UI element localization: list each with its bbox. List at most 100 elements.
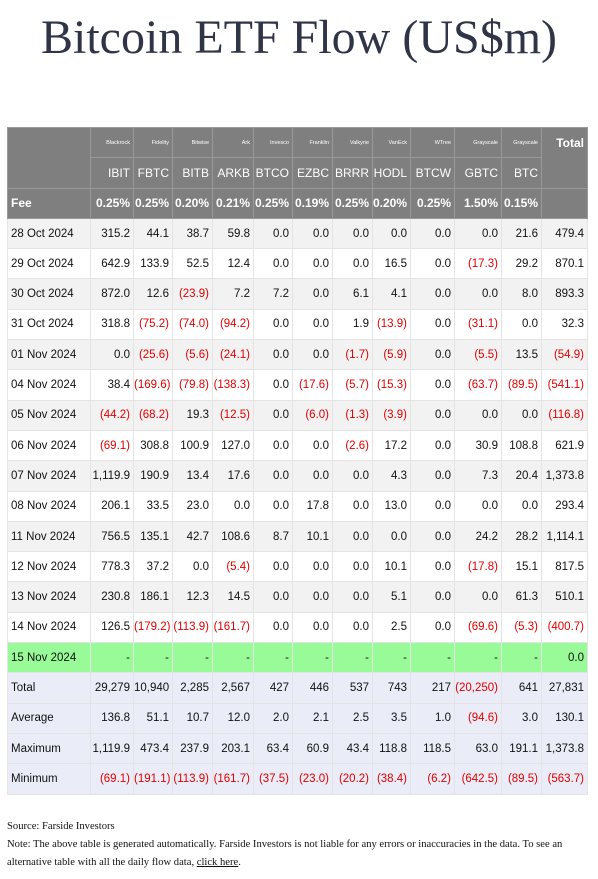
cell: 0.0	[372, 520, 411, 553]
note-end: .	[238, 857, 241, 868]
cell: (113.9)	[172, 611, 213, 644]
cell: (1.3)	[332, 399, 373, 431]
cell: 63.4	[253, 732, 293, 765]
cell: 10.1	[292, 520, 333, 553]
cell: (69.6)	[454, 611, 502, 644]
cell: (113.9)	[172, 763, 213, 795]
footer: Source: Farside Investors Note: The abov…	[7, 818, 587, 872]
pending-row: 15 Nov 2024- - - - - - - - - - -0.0	[7, 642, 588, 674]
cell: 0.0	[541, 642, 588, 674]
cell: 0.0	[454, 217, 502, 250]
cell: 10,940	[133, 672, 173, 704]
issuer: Grayscale	[454, 126, 502, 159]
cell: 0.0	[292, 339, 333, 371]
cell: 23.0	[172, 490, 213, 522]
cell: (24.1)	[212, 339, 254, 371]
cell: (1.7)	[332, 339, 373, 371]
cell: 4.3	[372, 460, 411, 492]
cell: 0.0	[292, 217, 333, 250]
cell: 473.4	[133, 732, 173, 765]
cell: (169.6)	[133, 369, 173, 401]
fee: 0.21%	[212, 187, 254, 219]
cell: 0.0	[332, 248, 373, 280]
cell: 7.3	[454, 460, 502, 492]
cell: 0.0	[410, 551, 455, 583]
fee: 1.50%	[454, 187, 502, 219]
cell: (23.9)	[172, 278, 213, 310]
cell: 19.3	[172, 399, 213, 431]
issuer: Ark	[212, 126, 254, 159]
cell: -	[172, 642, 213, 674]
cell: 24.2	[454, 520, 502, 553]
cell: 308.8	[133, 429, 173, 462]
data-row: 29 Oct 2024 642.9 133.9 52.5 12.4 0.0 0.0 0.0 16…	[7, 248, 588, 280]
cell: (23.0)	[292, 763, 333, 795]
cell: 17.2	[372, 429, 411, 462]
cell: 217	[410, 672, 455, 704]
row-label: Maximum	[7, 732, 91, 765]
cell: 0.0	[253, 429, 293, 462]
issuer: Blackrock	[90, 126, 134, 159]
cell: 13.5	[501, 339, 542, 371]
cell: 870.1	[541, 248, 588, 280]
cell: (74.0)	[172, 308, 213, 341]
cell: 621.9	[541, 429, 588, 462]
cell: 0.0	[410, 581, 455, 613]
cell: 2,285	[172, 672, 213, 704]
cell: 37.2	[133, 551, 173, 583]
cell: 0.0	[454, 581, 502, 613]
cell: 14.5	[212, 581, 254, 613]
cell: 0.0	[253, 581, 293, 613]
cell: 0.0	[253, 611, 293, 644]
cell: 186.1	[133, 581, 173, 613]
data-row: 01 Nov 2024 0.0 (25.6) (5.6) (24.1) 0.0 0.0 (1.…	[7, 339, 588, 371]
cell: (6.0)	[292, 399, 333, 431]
cell: (5.9)	[372, 339, 411, 371]
row-label: 04 Nov 2024	[7, 369, 91, 401]
cell: 44.1	[133, 217, 173, 250]
flow-table: Blackrock Fidelity Bitwise Ark Invesco Frankl…	[7, 126, 588, 795]
cell: 0.0	[410, 308, 455, 341]
cell: 63.0	[454, 732, 502, 765]
cell: 0.0	[410, 460, 455, 492]
cell: 0.0	[410, 369, 455, 401]
ticker: BITB	[172, 157, 213, 189]
data-row: 08 Nov 2024 206.1 33.5 23.0 0.0 0.0 17.8 0.0 13.…	[7, 490, 588, 522]
fee: 0.20%	[372, 187, 411, 219]
cell: 20.4	[501, 460, 542, 492]
cell: 191.1	[501, 732, 542, 765]
cell: 0.0	[332, 611, 373, 644]
table-body: 28 Oct 2024 315.2 44.1 38.7 59.8 0.0 0.0 0.0 0.0…	[7, 217, 588, 795]
cell: 0.0	[292, 611, 333, 644]
cell: (6.2)	[410, 763, 455, 795]
cell: (17.8)	[454, 551, 502, 583]
issuer: VanEck	[372, 126, 411, 159]
cell: 1,119.9	[90, 732, 134, 765]
cell: 0.0	[253, 248, 293, 280]
cell: 1.0	[410, 702, 455, 734]
cell: 893.3	[541, 278, 588, 310]
cell: 27,831	[541, 672, 588, 704]
row-label: 15 Nov 2024	[7, 642, 91, 674]
cell: 38.7	[172, 217, 213, 250]
link[interactable]: click here	[196, 857, 239, 868]
fee: 0.25%	[410, 187, 455, 219]
cell: 130.1	[541, 702, 588, 734]
cell: 38.4	[90, 369, 134, 401]
cell: 1,119.9	[90, 460, 134, 492]
cell: 0.0	[332, 460, 373, 492]
cell: 0.0	[410, 217, 455, 250]
fee-blank	[541, 187, 588, 219]
summary-row: Maximum 1,119.9 473.4 237.9 203.1 63.4 60.9 43.…	[7, 732, 588, 765]
cell: 100.9	[172, 429, 213, 462]
row-label: 31 Oct 2024	[7, 308, 91, 341]
cell: 0.0	[253, 339, 293, 371]
cell: 0.0	[454, 399, 502, 431]
row-label: 12 Nov 2024	[7, 551, 91, 583]
source: Source: Farside Investors	[7, 821, 115, 832]
cell: 0.0	[253, 308, 293, 341]
cell: 0.0	[253, 460, 293, 492]
cell: 1,114.1	[541, 520, 588, 553]
cell: 7.2	[212, 278, 254, 310]
cell: 118.8	[372, 732, 411, 765]
